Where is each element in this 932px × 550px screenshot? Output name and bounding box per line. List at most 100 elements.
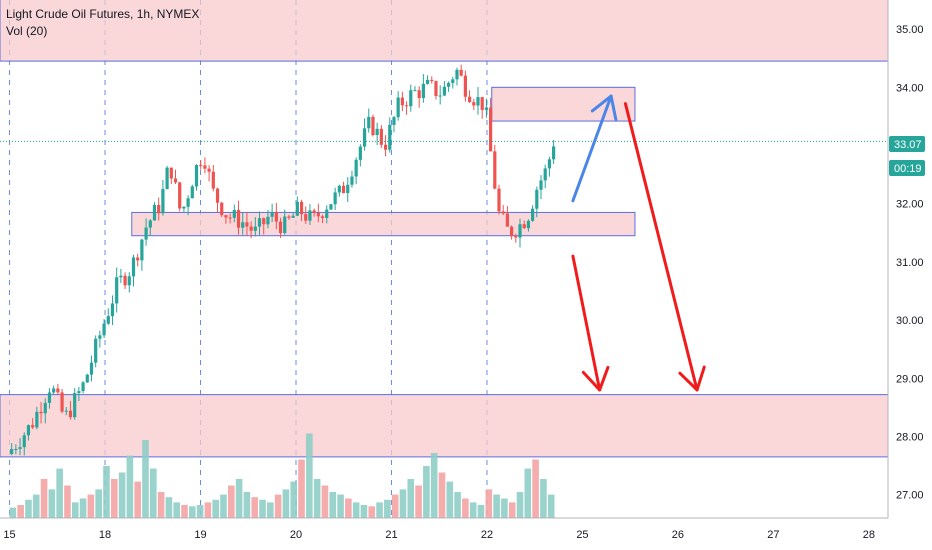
- volume-bar: [274, 494, 282, 518]
- candle-body: [220, 202, 224, 216]
- candle: [421, 74, 425, 103]
- candle-body: [320, 216, 325, 218]
- candle-body: [543, 168, 547, 181]
- candle: [379, 125, 383, 149]
- volume-bar: [391, 494, 399, 518]
- candle-body: [274, 211, 278, 222]
- candle-body: [152, 204, 157, 221]
- candle: [312, 208, 316, 217]
- candle: [136, 253, 140, 267]
- candle-body: [194, 165, 199, 187]
- candle-body: [341, 185, 346, 194]
- candle-body: [73, 393, 77, 418]
- candle: [400, 91, 404, 112]
- volume-bar: [415, 485, 422, 518]
- candle-body: [81, 382, 85, 392]
- candle-body: [425, 79, 430, 84]
- candle: [539, 175, 543, 200]
- volume-bar: [79, 498, 87, 518]
- candle-body: [350, 176, 354, 185]
- candle-body: [312, 210, 316, 214]
- volume-bar: [17, 505, 24, 518]
- volume-bars: [9, 433, 555, 518]
- volume-bar: [493, 494, 500, 518]
- volume-bar: [508, 502, 516, 518]
- candle-body: [325, 209, 329, 218]
- candle: [64, 407, 68, 416]
- volume-bar: [329, 492, 337, 518]
- candle: [522, 220, 526, 229]
- candle: [119, 269, 123, 284]
- candle: [535, 186, 539, 218]
- volume-bar: [56, 468, 63, 518]
- candle: [173, 169, 178, 184]
- candle: [438, 85, 442, 105]
- candle: [484, 98, 488, 118]
- candle: [383, 135, 388, 157]
- countdown-tag: [889, 160, 925, 176]
- candle: [10, 443, 14, 456]
- price-tick-label: 29.00: [896, 373, 924, 385]
- volume-bar: [181, 505, 188, 518]
- volume-bar: [95, 489, 102, 518]
- volume-bar: [25, 499, 32, 518]
- volume-bar: [352, 502, 360, 518]
- volume-bar: [126, 455, 134, 518]
- candle: [497, 184, 501, 215]
- candle-body: [329, 204, 333, 210]
- candle: [236, 200, 241, 235]
- candle-body: [455, 69, 459, 80]
- candle: [337, 184, 341, 197]
- candle: [115, 267, 119, 313]
- candle: [413, 86, 417, 92]
- red-arrow-shaft: [571, 254, 602, 392]
- volume-bar: [40, 479, 48, 518]
- candle-body: [43, 402, 47, 414]
- volume-bar: [337, 494, 344, 518]
- volume-bar: [196, 505, 204, 518]
- candle: [249, 221, 253, 239]
- volume-bar: [384, 499, 391, 518]
- candle-body: [488, 107, 493, 152]
- candle: [127, 272, 131, 293]
- red-arrow-head: [678, 365, 706, 392]
- volume-bar: [173, 502, 181, 518]
- candle-body: [430, 79, 434, 82]
- candle-body: [547, 159, 552, 169]
- candle-body: [535, 189, 539, 209]
- volume-bar: [71, 502, 79, 518]
- time-tick-label: 20: [290, 529, 302, 541]
- volume-bar: [282, 489, 290, 518]
- candle: [203, 157, 207, 174]
- candle: [392, 115, 396, 133]
- candle: [186, 195, 190, 216]
- candle: [425, 75, 430, 85]
- candle-body: [157, 204, 161, 214]
- candle-body: [358, 146, 362, 160]
- candle-body: [316, 213, 320, 217]
- volume-bar: [306, 433, 313, 518]
- time-tick-label: 25: [576, 529, 588, 541]
- volume-bar: [290, 481, 298, 518]
- candle-body: [199, 165, 203, 167]
- candle: [480, 97, 484, 119]
- candle: [358, 144, 362, 167]
- candle: [287, 214, 291, 220]
- candle: [241, 212, 245, 235]
- candle: [341, 181, 346, 194]
- candle: [354, 157, 358, 185]
- candle: [552, 139, 556, 164]
- candle-body: [400, 97, 404, 106]
- candle: [510, 225, 514, 240]
- time-axis: 15 18 19 20 21 22 25 26 27 28: [0, 517, 932, 550]
- candle: [333, 187, 337, 211]
- candle-body: [257, 218, 262, 227]
- time-tick-label: 28: [863, 529, 875, 541]
- time-tick-label: 18: [99, 529, 111, 541]
- candle-body: [388, 124, 392, 150]
- candle-body: [299, 201, 304, 215]
- volume-bar: [469, 502, 477, 518]
- candle: [102, 319, 106, 339]
- volume-bar: [501, 498, 508, 518]
